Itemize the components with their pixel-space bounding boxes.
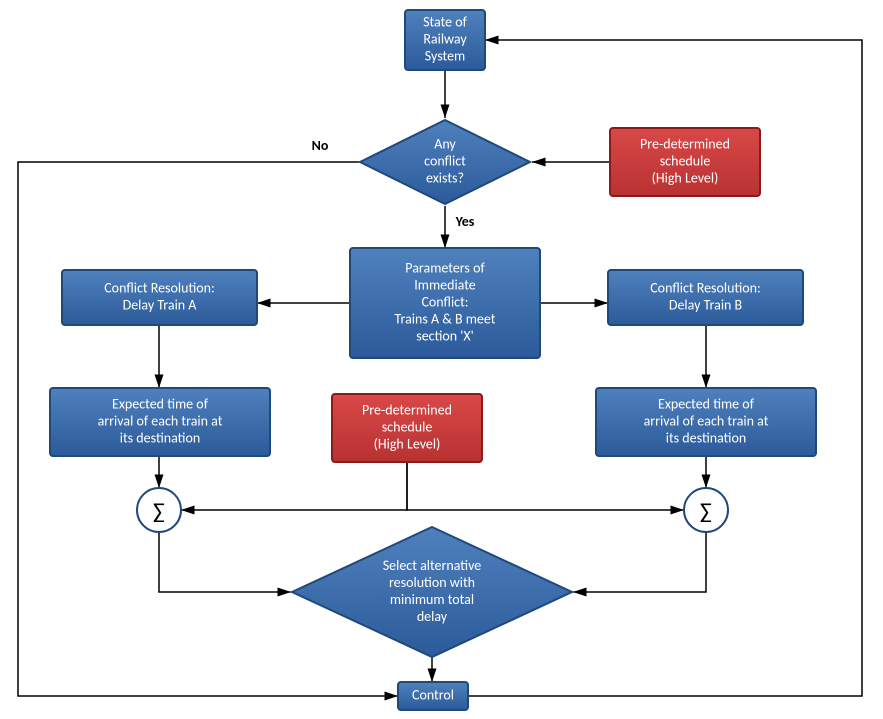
node-text: Conflict: bbox=[421, 293, 468, 310]
node-text: schedule bbox=[660, 152, 711, 169]
flowchart-diagram: State ofRailwaySystem Anyconflictexists? P… bbox=[0, 0, 883, 719]
sigma-symbol: ∑ bbox=[153, 498, 165, 525]
nodes: State ofRailwaySystem Anyconflictexists? P… bbox=[50, 10, 816, 710]
node-text: Pre-determined bbox=[640, 135, 730, 152]
node-text: Expected time of bbox=[112, 395, 209, 412]
node-text: (High Level) bbox=[374, 435, 441, 452]
node-text: arrival of each train at bbox=[98, 412, 223, 429]
node-text: Conflict Resolution: bbox=[650, 279, 761, 296]
node-text: Control bbox=[412, 686, 454, 703]
node-text: Immediate bbox=[414, 276, 476, 293]
edge bbox=[181, 462, 407, 510]
edge bbox=[159, 532, 291, 592]
node-text: minimum total bbox=[390, 591, 474, 608]
node-text: its destination bbox=[120, 429, 200, 446]
node-text: delay bbox=[417, 608, 448, 625]
node-text: exists? bbox=[426, 169, 464, 186]
label-no: No bbox=[312, 137, 329, 154]
node-text: section 'X' bbox=[416, 327, 474, 344]
node-text: Railway bbox=[423, 30, 467, 47]
node-text: Select alternative bbox=[383, 557, 482, 574]
edge bbox=[407, 462, 684, 510]
label-yes: Yes bbox=[455, 213, 475, 230]
node-text: Trains A & B meet bbox=[395, 310, 496, 327]
node-text: arrival of each train at bbox=[644, 412, 769, 429]
node-text: conflict bbox=[424, 152, 466, 169]
node-text: Any bbox=[434, 135, 456, 152]
node-text: its destination bbox=[666, 429, 746, 446]
edge bbox=[573, 532, 706, 592]
node-text: (High Level) bbox=[652, 169, 719, 186]
sigma-symbol: ∑ bbox=[700, 498, 712, 525]
node-text: Parameters of bbox=[405, 259, 485, 276]
node-text: Pre-determined bbox=[362, 401, 452, 418]
node-text: Delay Train A bbox=[123, 296, 198, 313]
node-text: Expected time of bbox=[658, 395, 755, 412]
node-text: Conflict Resolution: bbox=[104, 279, 215, 296]
node-text: resolution with bbox=[389, 574, 475, 591]
node-text: Delay Train B bbox=[669, 296, 743, 313]
node-text: System bbox=[425, 47, 465, 64]
node-text: schedule bbox=[382, 418, 433, 435]
node-text: State of bbox=[423, 13, 468, 30]
